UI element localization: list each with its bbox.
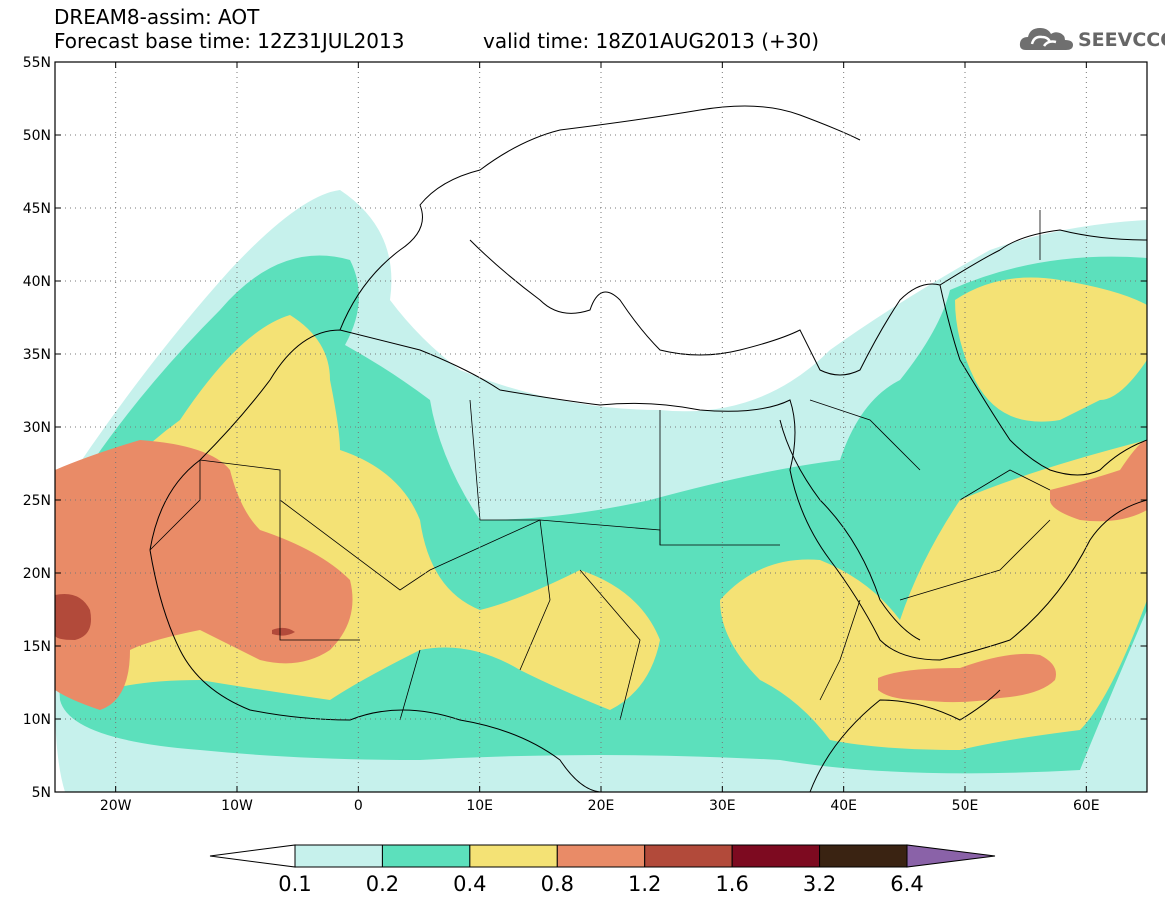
colorbar-label: 0.1 <box>278 872 311 896</box>
aot-level-0.8 <box>55 440 353 710</box>
aot-level-0.8-gulf <box>1050 440 1147 522</box>
longitude-label: 20W <box>100 798 132 814</box>
colorbar-segment <box>381 844 471 868</box>
latitude-label: 55N <box>23 55 51 71</box>
colorbar-under-arrow <box>209 844 296 868</box>
colorbar-segment <box>731 844 821 868</box>
longitude-label: 0 <box>354 798 363 814</box>
seevccc-logo: SEEVCCC <box>1018 22 1165 56</box>
logo-text: SEEVCCC <box>1078 29 1165 51</box>
colorbar-label: 1.6 <box>715 872 748 896</box>
colorbar-segment <box>469 844 558 868</box>
colorbar-over-arrow <box>906 844 996 868</box>
latitude-label: 10N <box>23 712 51 728</box>
aot-level-0.4-caspian <box>955 277 1147 422</box>
cloud-icon <box>1019 28 1073 50</box>
axis-ticks <box>55 61 1147 793</box>
latitude-labels: 55N 50N 45N 40N 35N 30N 25N 20N 15N 10N 5N <box>23 55 51 801</box>
colorbar: 0.1 0.2 0.4 0.8 1.2 1.6 3.2 6.4 <box>209 844 996 896</box>
latitude-label: 25N <box>23 493 51 509</box>
longitude-label: 10E <box>466 798 493 814</box>
map-title: DREAM8-assim: AOT <box>54 5 260 29</box>
colorbar-segment <box>644 844 733 868</box>
aot-level-1.2-mali <box>272 627 295 636</box>
latitude-label: 30N <box>23 420 51 436</box>
latitude-label: 50N <box>23 128 51 144</box>
gridlines <box>55 62 1147 792</box>
longitude-label: 10W <box>221 798 253 814</box>
longitude-label: 60E <box>1073 798 1100 814</box>
aot-level-0.8-yemen <box>878 653 1056 703</box>
longitude-label: 20E <box>588 798 615 814</box>
latitude-label: 20N <box>23 566 51 582</box>
longitude-label: 30E <box>709 798 736 814</box>
aot-level-1.2 <box>55 594 91 640</box>
latitude-label: 40N <box>23 274 51 290</box>
latitude-label: 15N <box>23 639 51 655</box>
colorbar-label: 0.2 <box>366 872 399 896</box>
valid-time: valid time: 18Z01AUG2013 (+30) <box>483 29 820 53</box>
colorbar-label: 0.4 <box>453 872 486 896</box>
latitude-label: 35N <box>23 347 51 363</box>
colorbar-segment <box>294 844 383 868</box>
colorbar-segment <box>819 844 908 868</box>
colorbar-label: 1.2 <box>628 872 661 896</box>
forecast-base-time: Forecast base time: 12Z31JUL2013 <box>54 29 405 53</box>
latitude-label: 45N <box>23 201 51 217</box>
longitude-label: 40E <box>830 798 857 814</box>
colorbar-label: 6.4 <box>890 872 923 896</box>
colorbar-label: 3.2 <box>803 872 836 896</box>
colorbar-segment <box>556 844 646 868</box>
colorbar-label: 0.8 <box>541 872 574 896</box>
longitude-label: 50E <box>952 798 979 814</box>
coastlines <box>149 105 1147 792</box>
latitude-label: 5N <box>32 785 51 801</box>
longitude-labels: 20W 10W 0 10E 20E 30E 40E 50E 60E <box>100 798 1100 814</box>
borders <box>149 210 1051 721</box>
